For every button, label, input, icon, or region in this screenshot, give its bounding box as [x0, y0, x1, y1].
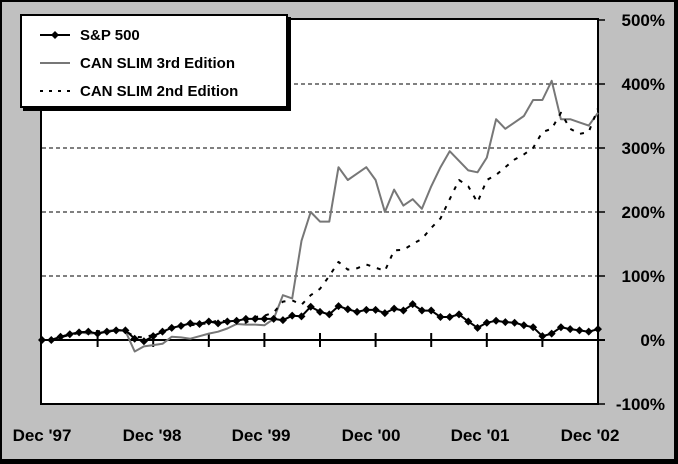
diamond-marker — [278, 316, 287, 325]
diamond-marker — [510, 318, 519, 327]
diamond-marker — [371, 305, 380, 314]
x-tick-label: Dec '01 — [451, 426, 510, 445]
diamond-marker — [186, 319, 195, 328]
diamond-marker — [325, 310, 334, 319]
y-tick-label: 300% — [622, 139, 665, 158]
diamond-marker — [556, 323, 565, 332]
legend-label: CAN SLIM 3rd Edition — [80, 54, 235, 72]
series-layer — [38, 79, 602, 353]
diamond-marker — [482, 318, 491, 327]
diamond-marker — [594, 325, 602, 334]
diamond-marker — [112, 326, 121, 335]
diamond-marker — [130, 334, 139, 343]
dashed-line-icon — [40, 90, 70, 92]
diamond-marker — [38, 336, 46, 344]
diamond-marker — [260, 314, 269, 323]
diamond-marker — [362, 305, 371, 314]
diamond-marker — [158, 327, 167, 336]
y-tick-label: 100% — [622, 267, 665, 286]
legend-item-canslim-3rd: CAN SLIM 3rd Edition — [40, 52, 235, 74]
y-tick-label: 500% — [622, 11, 665, 30]
diamond-marker — [390, 304, 399, 313]
legend-label: CAN SLIM 2nd Edition — [80, 82, 239, 100]
x-tick-label: Dec '98 — [123, 426, 182, 445]
diamond-marker — [306, 302, 315, 311]
diamond-marker — [316, 307, 324, 316]
diamond-marker — [297, 312, 306, 321]
diamond-marker — [288, 311, 297, 320]
diamond-marker — [547, 329, 556, 338]
diamond-marker — [84, 327, 93, 336]
diamond-marker — [445, 312, 454, 321]
series-line-1 — [42, 79, 599, 353]
diamond-marker — [492, 316, 501, 325]
diamond-marker — [241, 314, 250, 323]
diamond-marker — [214, 319, 223, 328]
diamond-marker — [121, 326, 130, 335]
diamond-marker — [464, 317, 473, 326]
diamond-marker — [75, 328, 84, 337]
x-tick-label: Dec '00 — [342, 426, 401, 445]
diamond-marker — [47, 336, 56, 344]
legend-item-canslim-2nd: CAN SLIM 2nd Edition — [40, 80, 238, 102]
diamond-marker — [177, 321, 185, 330]
diamond-marker — [538, 332, 547, 341]
diamond-marker — [139, 337, 148, 346]
diamond-marker — [575, 326, 584, 335]
y-tick-label: 400% — [622, 75, 665, 94]
diamond-marker — [473, 323, 482, 332]
diamond-marker — [269, 314, 278, 323]
diamond-line-icon — [40, 31, 70, 39]
diamond-marker — [399, 306, 408, 315]
series-line-2 — [42, 107, 599, 341]
x-axis-labels: Dec '97 Dec '98 Dec '99 Dec '00 Dec '01 Dec '… — [13, 426, 620, 445]
diamond-marker — [417, 306, 426, 315]
diamond-marker — [427, 306, 436, 315]
diamond-marker — [408, 300, 417, 309]
diamond-marker — [65, 330, 74, 339]
legend: S&P 500 CAN SLIM 3rd Edition CAN SLIM 2n… — [20, 14, 288, 108]
diamond-marker — [501, 318, 510, 327]
diamond-marker — [343, 305, 352, 314]
diamond-marker — [584, 327, 593, 336]
y-tick-label: 200% — [622, 203, 665, 222]
diamond-marker — [93, 329, 102, 338]
y-tick-label: 0% — [640, 331, 665, 350]
diamond-marker — [529, 323, 538, 332]
diamond-marker — [436, 312, 445, 321]
diamond-marker — [334, 302, 343, 311]
x-tick-label: Dec '02 — [561, 426, 620, 445]
diamond-marker — [102, 327, 111, 336]
legend-item-sp500: S&P 500 — [40, 24, 140, 46]
x-tick-label: Dec '99 — [232, 426, 291, 445]
diamond-marker — [232, 316, 241, 325]
diamond-marker — [353, 307, 362, 316]
diamond-marker — [167, 323, 176, 332]
diamond-marker — [149, 332, 158, 341]
x-tick-label: Dec '97 — [13, 426, 72, 445]
diamond-marker — [566, 325, 575, 334]
diamond-marker — [251, 314, 260, 323]
solid-line-icon — [40, 62, 70, 64]
y-axis-labels: -100% 0% 100% 200% 300% 400% 500% — [616, 11, 665, 414]
diamond-marker — [223, 317, 232, 326]
y-tick-label: -100% — [616, 395, 665, 414]
diamond-marker — [380, 309, 389, 318]
diamond-marker — [56, 332, 65, 341]
diamond-marker — [455, 310, 463, 319]
diamond-marker — [195, 320, 204, 328]
diamond-marker — [519, 321, 528, 330]
legend-label: S&P 500 — [80, 26, 140, 44]
diamond-marker — [204, 317, 213, 326]
